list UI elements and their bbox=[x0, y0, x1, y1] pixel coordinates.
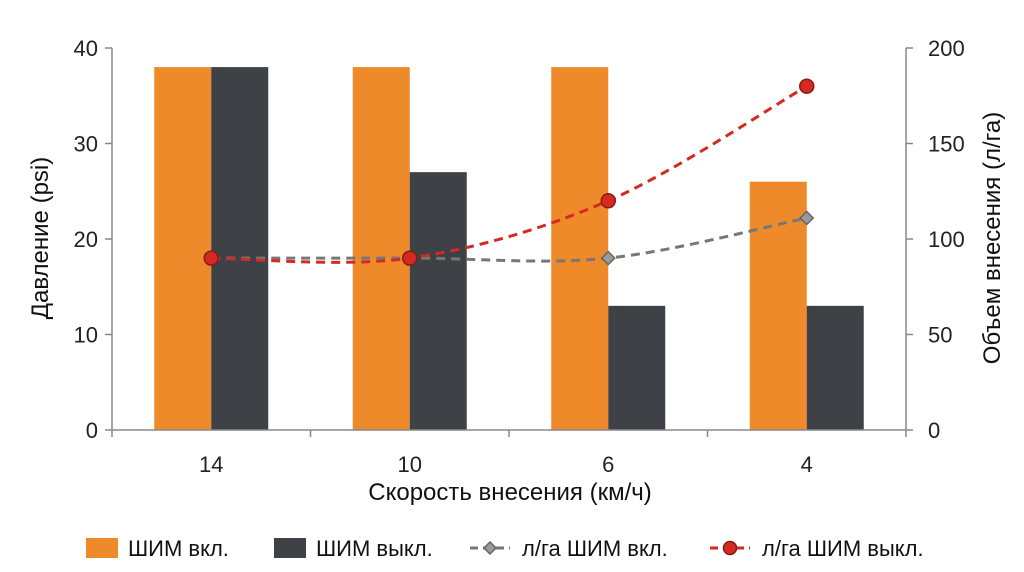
left-y-axis: 0 10 20 30 40 bbox=[74, 36, 113, 443]
y-axis-title-left: Давление (psi) bbox=[27, 157, 54, 320]
bar-pwm-on bbox=[551, 67, 609, 430]
point-lha-pwm-off bbox=[600, 193, 616, 209]
left-tick-label: 40 bbox=[74, 36, 98, 61]
right-tick-label: 100 bbox=[928, 227, 965, 252]
point-lha-pwm-off bbox=[402, 250, 418, 266]
left-tick-label: 10 bbox=[74, 323, 98, 348]
x-axis-title: Скорость внесения (км/ч) bbox=[368, 479, 652, 506]
bar-pwm-off bbox=[409, 172, 467, 430]
point-lha-pwm-off bbox=[203, 250, 219, 266]
x-tick-label: 10 bbox=[398, 452, 422, 477]
bar-pwm-off bbox=[806, 305, 864, 430]
x-axis: 14 10 6 4 bbox=[111, 429, 907, 477]
bar-pwm-on bbox=[352, 67, 410, 430]
x-tick-label: 6 bbox=[602, 452, 614, 477]
left-tick-label: 0 bbox=[86, 418, 98, 443]
x-tick-label: 4 bbox=[801, 452, 813, 477]
right-tick-label: 50 bbox=[928, 323, 952, 348]
bar-pwm-on bbox=[154, 67, 212, 430]
bar-pwm-off bbox=[608, 305, 666, 430]
legend-swatch-pwm-on bbox=[86, 538, 118, 558]
right-tick-label: 150 bbox=[928, 132, 965, 157]
legend-label-lha-pwm-off: л/га ШИМ выкл. bbox=[762, 536, 924, 561]
legend-marker-lha-pwm-off bbox=[722, 540, 738, 556]
x-tick-label: 14 bbox=[199, 452, 223, 477]
legend-label-pwm-on: ШИМ вкл. bbox=[128, 536, 229, 561]
line-lha-pwm-off bbox=[211, 84, 808, 264]
bar-pwm-off bbox=[211, 67, 269, 430]
right-tick-label: 0 bbox=[928, 418, 940, 443]
line-series bbox=[203, 78, 815, 266]
legend-marker-lha-pwm-on bbox=[482, 540, 498, 556]
point-lha-pwm-on bbox=[600, 250, 616, 266]
point-lha-pwm-off bbox=[799, 78, 815, 94]
bar-series bbox=[154, 67, 864, 430]
left-tick-label: 20 bbox=[74, 227, 98, 252]
legend-label-pwm-off: ШИМ выкл. bbox=[316, 536, 433, 561]
line-lha-pwm-on bbox=[211, 216, 808, 263]
legend-swatch-pwm-off bbox=[274, 538, 306, 558]
legend-label-lha-pwm-on: л/га ШИМ вкл. bbox=[522, 536, 668, 561]
left-tick-label: 30 bbox=[74, 132, 98, 157]
point-lha-pwm-on bbox=[799, 210, 815, 226]
right-y-axis: 0 50 100 150 200 bbox=[905, 36, 965, 443]
legend: ШИМ вкл. ШИМ выкл. л/га ШИМ вкл. л/га ШИМ в… bbox=[86, 536, 924, 561]
y-axis-title-right: Объем внесения (л/га) bbox=[979, 112, 1006, 364]
right-tick-label: 200 bbox=[928, 36, 965, 61]
